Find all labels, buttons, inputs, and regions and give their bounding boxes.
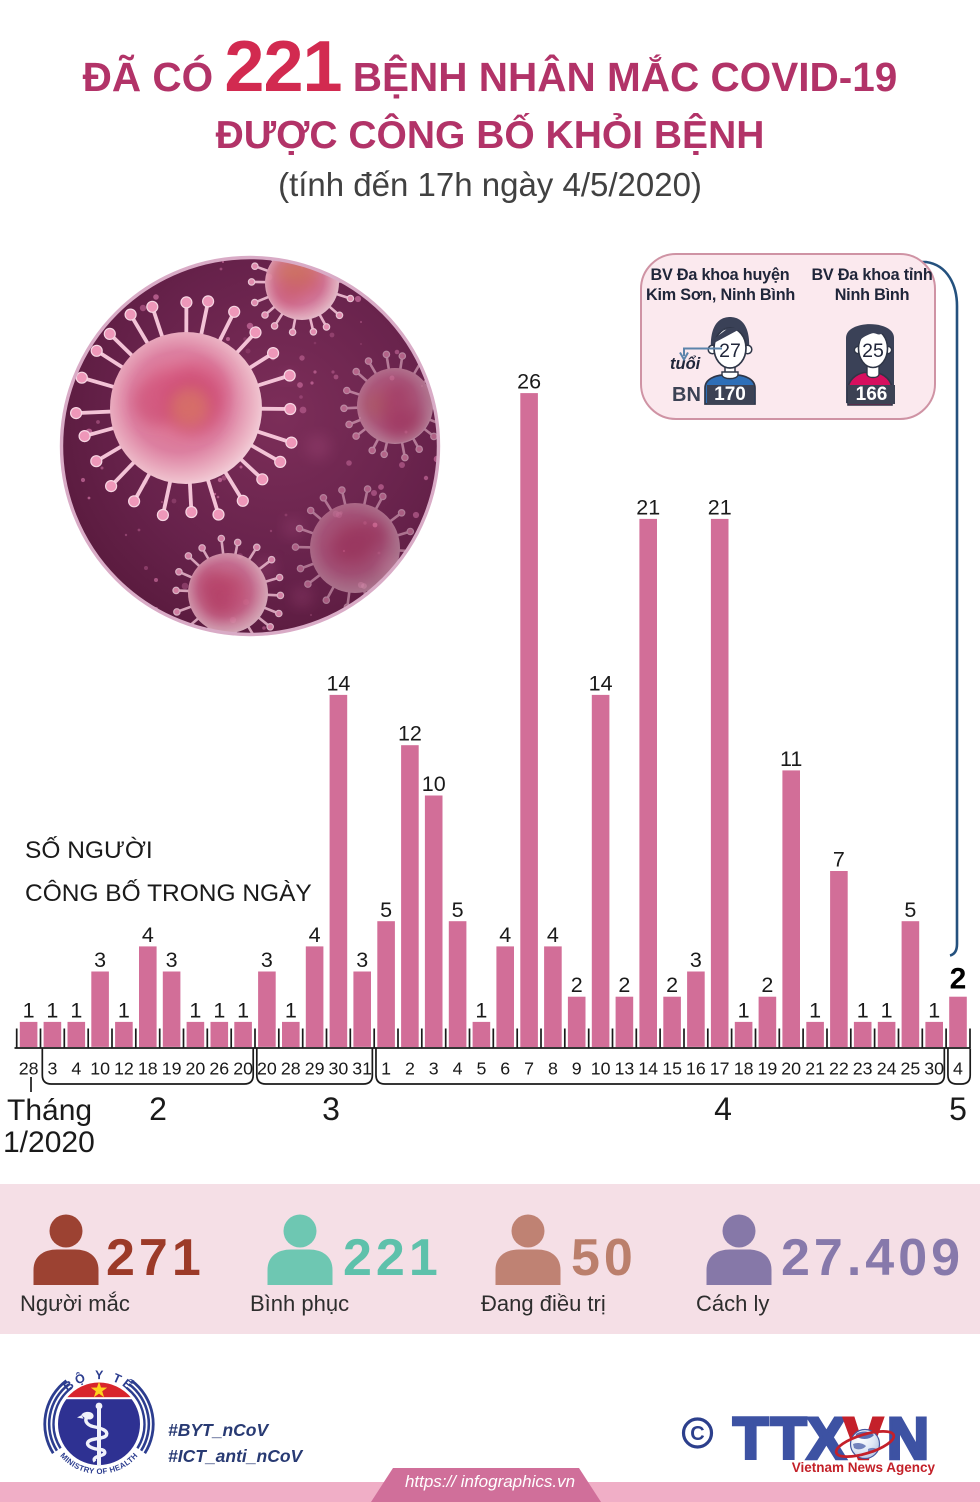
svg-text:1: 1 bbox=[809, 998, 821, 1022]
svg-text:T: T bbox=[771, 1408, 806, 1464]
svg-text:1: 1 bbox=[189, 998, 201, 1022]
svg-text:2: 2 bbox=[761, 973, 773, 997]
svg-text:5: 5 bbox=[476, 1059, 486, 1079]
svg-text:21: 21 bbox=[805, 1059, 825, 1079]
svg-text:13: 13 bbox=[615, 1059, 635, 1079]
svg-text:15: 15 bbox=[662, 1059, 682, 1079]
svg-text:2: 2 bbox=[149, 1091, 167, 1127]
svg-text:2: 2 bbox=[950, 963, 967, 996]
svg-text:2: 2 bbox=[666, 973, 678, 997]
svg-text:4: 4 bbox=[453, 1059, 463, 1079]
svg-text:3: 3 bbox=[166, 948, 178, 972]
svg-text:24: 24 bbox=[877, 1059, 897, 1079]
svg-text:28: 28 bbox=[19, 1059, 39, 1079]
svg-text:1: 1 bbox=[928, 998, 940, 1022]
svg-text:T: T bbox=[733, 1408, 768, 1464]
svg-text:2: 2 bbox=[618, 973, 630, 997]
svg-text:18: 18 bbox=[734, 1059, 754, 1079]
svg-text:23: 23 bbox=[853, 1059, 873, 1079]
svg-text:14: 14 bbox=[638, 1059, 658, 1079]
svg-text:19: 19 bbox=[758, 1059, 778, 1079]
svg-text:27: 27 bbox=[719, 340, 741, 362]
svg-text:5: 5 bbox=[949, 1091, 967, 1127]
svg-text:19: 19 bbox=[162, 1059, 182, 1079]
svg-text:CÔNG BỐ TRONG NGÀY: CÔNG BỐ TRONG NGÀY bbox=[25, 879, 312, 907]
svg-text:3: 3 bbox=[322, 1091, 340, 1127]
svg-text:28: 28 bbox=[281, 1059, 301, 1079]
svg-text:20: 20 bbox=[233, 1059, 253, 1079]
svg-text:29: 29 bbox=[305, 1059, 325, 1079]
svg-text:7: 7 bbox=[833, 848, 845, 872]
svg-text:22: 22 bbox=[829, 1059, 849, 1079]
svg-text:1: 1 bbox=[285, 998, 297, 1022]
svg-text:2: 2 bbox=[571, 973, 583, 997]
svg-text:Tháng: Tháng bbox=[7, 1094, 92, 1127]
svg-text:1: 1 bbox=[23, 998, 35, 1022]
svg-text:5: 5 bbox=[904, 898, 916, 922]
svg-text:12: 12 bbox=[114, 1059, 134, 1079]
svg-text:17: 17 bbox=[710, 1059, 730, 1079]
svg-text:SỐ NGƯỜI: SỐ NGƯỜI bbox=[25, 836, 153, 864]
svg-text:25: 25 bbox=[862, 340, 884, 362]
svg-text:6: 6 bbox=[500, 1059, 510, 1079]
svg-text:5: 5 bbox=[380, 898, 392, 922]
svg-text:20: 20 bbox=[257, 1059, 277, 1079]
svg-text:2: 2 bbox=[405, 1059, 415, 1079]
svg-text:4: 4 bbox=[71, 1059, 81, 1079]
svg-text:30: 30 bbox=[329, 1059, 349, 1079]
svg-text:4: 4 bbox=[499, 923, 511, 947]
svg-text:14: 14 bbox=[326, 671, 350, 695]
svg-text:C: C bbox=[690, 1423, 704, 1445]
svg-text:1: 1 bbox=[881, 998, 893, 1022]
svg-text:3: 3 bbox=[690, 948, 702, 972]
svg-text:1: 1 bbox=[475, 998, 487, 1022]
svg-text:5: 5 bbox=[452, 898, 464, 922]
svg-text:1: 1 bbox=[213, 998, 225, 1022]
svg-text:3: 3 bbox=[261, 948, 273, 972]
svg-text:4: 4 bbox=[142, 923, 154, 947]
svg-text:1: 1 bbox=[70, 998, 82, 1022]
svg-text:1: 1 bbox=[738, 998, 750, 1022]
svg-text:30: 30 bbox=[924, 1059, 944, 1079]
svg-text:1/2020: 1/2020 bbox=[3, 1126, 95, 1159]
svg-text:10: 10 bbox=[90, 1059, 110, 1079]
svg-text:4: 4 bbox=[547, 923, 559, 947]
svg-text:1: 1 bbox=[118, 998, 130, 1022]
svg-text:16: 16 bbox=[686, 1059, 706, 1079]
svg-text:3: 3 bbox=[356, 948, 368, 972]
svg-text:25: 25 bbox=[901, 1059, 921, 1079]
svg-text:4: 4 bbox=[714, 1091, 732, 1127]
svg-text:20: 20 bbox=[781, 1059, 801, 1079]
svg-text:26: 26 bbox=[517, 370, 541, 394]
svg-text:8: 8 bbox=[548, 1059, 558, 1079]
svg-text:31: 31 bbox=[352, 1059, 372, 1079]
svg-text:12: 12 bbox=[398, 722, 422, 746]
svg-text:26: 26 bbox=[209, 1059, 229, 1079]
svg-text:1: 1 bbox=[46, 998, 58, 1022]
svg-text:4: 4 bbox=[953, 1059, 963, 1079]
svg-text:18: 18 bbox=[138, 1059, 158, 1079]
svg-text:10: 10 bbox=[422, 772, 446, 796]
svg-text:10: 10 bbox=[591, 1059, 611, 1079]
svg-text:3: 3 bbox=[429, 1059, 439, 1079]
svg-text:3: 3 bbox=[94, 948, 106, 972]
svg-text:1: 1 bbox=[381, 1059, 391, 1079]
svg-text:1: 1 bbox=[857, 998, 869, 1022]
svg-text:21: 21 bbox=[636, 495, 660, 519]
svg-text:14: 14 bbox=[589, 671, 613, 695]
svg-text:1: 1 bbox=[237, 998, 249, 1022]
svg-text:11: 11 bbox=[780, 747, 802, 771]
svg-text:4: 4 bbox=[309, 923, 321, 947]
svg-text:21: 21 bbox=[708, 495, 732, 519]
svg-text:9: 9 bbox=[572, 1059, 582, 1079]
svg-text:7: 7 bbox=[524, 1059, 534, 1079]
svg-text:20: 20 bbox=[186, 1059, 206, 1079]
svg-text:3: 3 bbox=[47, 1059, 57, 1079]
